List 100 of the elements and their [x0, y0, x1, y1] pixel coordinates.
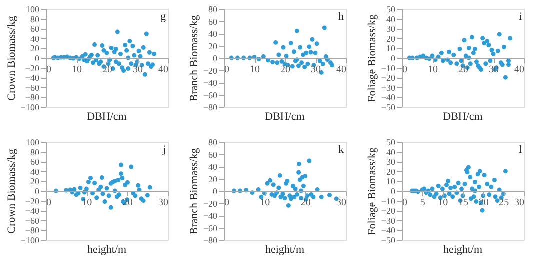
y-tick-label: −20	[25, 63, 40, 74]
point	[122, 68, 126, 73]
point	[434, 192, 439, 196]
point	[447, 192, 452, 196]
point	[314, 42, 320, 46]
point	[307, 44, 312, 50]
point	[486, 43, 492, 48]
x-tick-label: 40	[158, 64, 168, 76]
point	[497, 32, 502, 37]
point	[492, 178, 497, 182]
y-tick-label: −40	[25, 73, 40, 84]
point	[490, 48, 494, 52]
y-tick-label: 80	[30, 147, 40, 158]
point	[294, 28, 300, 34]
y-tick-label: 40	[208, 162, 218, 172]
y-tick-label: −100	[20, 236, 40, 246]
point	[466, 165, 471, 170]
y-tick-label: −50	[381, 102, 396, 112]
point	[496, 48, 500, 54]
y-axis-title: Branch Biomass/kg	[188, 148, 200, 235]
x-tick-label: 0	[402, 198, 408, 208]
point	[487, 192, 492, 198]
point	[485, 39, 490, 44]
x-tick-label: 10	[82, 198, 92, 208]
y-tick-label: 60	[208, 150, 218, 160]
y-tick-label: −20	[381, 206, 396, 216]
y-tick-label: −40	[25, 206, 40, 216]
y-tick-label: 40	[208, 29, 218, 39]
point	[462, 38, 467, 43]
point	[292, 50, 296, 54]
point	[474, 60, 479, 64]
y-tick-label: 40	[386, 147, 396, 158]
y-tick-label: −30	[381, 82, 396, 93]
y-tick-label: 30	[386, 157, 396, 168]
y-tick-label: −60	[25, 216, 40, 226]
y-tick-label: 10	[386, 44, 396, 54]
point	[274, 40, 278, 45]
point	[472, 46, 478, 52]
point	[275, 60, 280, 66]
y-tick-label: 60	[30, 24, 40, 34]
point	[306, 62, 310, 66]
point	[456, 180, 461, 186]
y-tick-label: −10	[381, 196, 396, 206]
point	[281, 45, 286, 50]
point	[462, 182, 468, 186]
point	[320, 62, 326, 66]
y-axis-title: Branch Biomass/kg	[188, 14, 200, 102]
point	[147, 50, 152, 55]
x-axis-title: DBH/cm	[87, 111, 128, 123]
y-tick-label: 20	[386, 166, 396, 177]
point	[484, 62, 488, 66]
y-tick-label: −60	[203, 90, 218, 100]
y-tick-label: −80	[25, 92, 40, 103]
y-tick-label: −80	[203, 236, 218, 246]
y-tick-label: −20	[25, 196, 40, 206]
x-tick-label: 20	[458, 64, 468, 76]
point	[452, 184, 458, 190]
point	[439, 50, 444, 56]
y-tick-label: 100	[26, 4, 40, 14]
point	[452, 52, 456, 58]
x-tick-label: 30	[133, 64, 143, 76]
y-tick-label: 0	[391, 54, 396, 64]
point	[92, 42, 98, 47]
point	[491, 52, 496, 56]
annotation: k	[338, 144, 344, 156]
point	[478, 169, 482, 174]
x-tick-label: 10	[438, 198, 448, 208]
y-axis-title: Foliage Biomass/kg	[366, 14, 378, 102]
point	[430, 54, 435, 58]
y-tick-label: 80	[208, 4, 218, 14]
point	[146, 62, 150, 66]
point	[472, 180, 478, 184]
x-tick-label: 30	[514, 198, 524, 208]
y-tick-label: 60	[30, 157, 40, 168]
point	[322, 26, 327, 30]
point	[458, 46, 462, 52]
point	[477, 184, 482, 190]
x-tick-label: 15	[458, 198, 468, 208]
point	[503, 75, 508, 80]
point	[132, 53, 137, 58]
x-tick-label: 10	[72, 64, 82, 76]
point	[288, 41, 294, 46]
point	[480, 36, 486, 41]
point	[470, 35, 474, 40]
point	[298, 45, 302, 50]
point	[495, 198, 500, 204]
point	[485, 182, 490, 186]
y-tick-label: −40	[203, 78, 218, 88]
point	[91, 60, 96, 66]
x-tick-label: 40	[336, 64, 346, 76]
y-tick-label: 0	[35, 186, 40, 196]
point	[310, 37, 315, 42]
point	[118, 52, 123, 56]
x-tick-label: 20	[280, 64, 290, 76]
point	[114, 60, 118, 64]
point	[128, 39, 132, 44]
point	[480, 208, 485, 213]
point	[506, 62, 511, 68]
point	[502, 44, 506, 50]
x-tick-label: 10	[428, 64, 438, 76]
